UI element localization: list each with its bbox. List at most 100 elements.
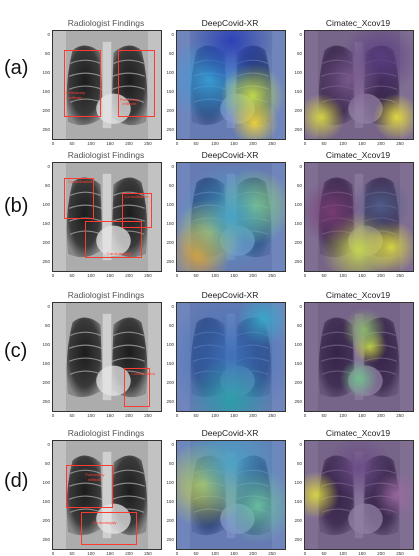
row-label: (d)	[4, 470, 29, 492]
y-tick-label: 100	[42, 480, 50, 485]
x-tick-label: 250	[268, 141, 276, 146]
x-tick-label: 250	[144, 141, 152, 146]
x-tick-label: 0	[51, 273, 55, 278]
x-tick-label: 100	[87, 273, 95, 278]
y-tick-label: 250	[166, 259, 174, 264]
heatmap-image	[304, 30, 414, 140]
y-tick-label: 250	[166, 127, 174, 132]
x-tick-label: 50	[193, 273, 199, 278]
x-tick-label: 200	[377, 413, 385, 418]
x-tick-label: 50	[321, 413, 327, 418]
x-tick-label: 50	[193, 551, 199, 556]
y-tick-label: 150	[42, 221, 50, 226]
y-tick-label: 50	[44, 461, 50, 466]
heatmap-image	[176, 440, 286, 550]
x-tick-label: 150	[106, 141, 114, 146]
y-tick-label: 250	[294, 399, 302, 404]
x-tick-label: 50	[69, 273, 75, 278]
x-tick-label: 50	[321, 273, 327, 278]
x-tick-label: 50	[69, 413, 75, 418]
x-tick-label: 200	[125, 551, 133, 556]
x-tick-label: 50	[321, 141, 327, 146]
y-tick-label: 100	[42, 342, 50, 347]
x-tick-label: 100	[87, 413, 95, 418]
x-tick-label: 0	[175, 551, 179, 556]
y-tick-label: 200	[166, 240, 174, 245]
y-tick-label: 250	[166, 537, 174, 542]
x-tick-label: 250	[144, 273, 152, 278]
y-tick-label: 150	[42, 89, 50, 94]
finding-box	[63, 178, 95, 220]
y-tick-label: 0	[47, 304, 50, 309]
x-tick-label: 100	[87, 551, 95, 556]
y-tick-label: 100	[294, 480, 302, 485]
x-tick-label: 250	[396, 551, 404, 556]
y-tick-label: 150	[294, 221, 302, 226]
y-tick-label: 0	[47, 164, 50, 169]
x-tick-label: 100	[87, 141, 95, 146]
finding-box	[117, 50, 155, 118]
heatmap-image	[176, 162, 286, 272]
y-tick-label: 50	[168, 51, 174, 56]
y-tick-label: 150	[294, 499, 302, 504]
y-tick-label: 250	[42, 259, 50, 264]
y-tick-label: 200	[166, 108, 174, 113]
y-tick-label: 100	[42, 70, 50, 75]
x-tick-label: 250	[268, 551, 276, 556]
y-tick-label: 250	[42, 399, 50, 404]
finding-label: Consolidation	[124, 194, 149, 200]
y-tick-label: 100	[166, 342, 174, 347]
panel-title: Radiologist Findings	[67, 18, 145, 28]
x-tick-label: 200	[377, 141, 385, 146]
x-tick-label: 250	[396, 141, 404, 146]
x-tick-label: 250	[144, 413, 152, 418]
y-tick-label: 200	[42, 518, 50, 523]
x-tick-label: 150	[358, 141, 366, 146]
y-tick-label: 200	[166, 380, 174, 385]
finding-box	[81, 512, 138, 545]
x-tick-label: 200	[249, 413, 257, 418]
x-tick-label: 0	[175, 413, 179, 418]
y-tick-label: 100	[166, 70, 174, 75]
y-tick-label: 0	[47, 32, 50, 37]
y-tick-label: 150	[166, 89, 174, 94]
panel-title: Cimatec_Xcov19	[325, 290, 391, 300]
x-tick-label: 200	[125, 413, 133, 418]
x-tick-label: 200	[377, 273, 385, 278]
x-tick-label: 50	[69, 551, 75, 556]
x-tick-label: 200	[125, 273, 133, 278]
y-tick-label: 150	[294, 361, 302, 366]
finding-box	[85, 221, 142, 259]
panel-title: DeepCovid-XR	[201, 428, 259, 438]
y-tick-label: 150	[166, 361, 174, 366]
x-tick-label: 100	[211, 551, 219, 556]
panel-title: DeepCovid-XR	[201, 18, 259, 28]
x-tick-label: 200	[249, 273, 257, 278]
x-tick-label: 150	[230, 141, 238, 146]
x-tick-label: 100	[339, 141, 347, 146]
y-tick-label: 250	[166, 399, 174, 404]
y-tick-label: 200	[294, 518, 302, 523]
y-tick-label: 50	[296, 51, 302, 56]
x-tick-label: 250	[396, 273, 404, 278]
y-tick-label: 200	[42, 380, 50, 385]
y-tick-label: 150	[166, 221, 174, 226]
finding-label: Consolidation	[68, 179, 93, 185]
x-tick-label: 200	[249, 141, 257, 146]
xray-image: Consolidation Consolidation Cardiomegaly	[52, 162, 162, 272]
y-tick-label: 200	[42, 240, 50, 245]
x-tick-label: 150	[106, 413, 114, 418]
x-tick-label: 50	[69, 141, 75, 146]
y-tick-label: 200	[294, 108, 302, 113]
x-tick-label: 150	[230, 273, 238, 278]
y-tick-label: 0	[171, 304, 174, 309]
finding-box	[122, 193, 153, 228]
x-tick-label: 150	[230, 551, 238, 556]
y-tick-label: 100	[166, 480, 174, 485]
x-tick-label: 100	[211, 141, 219, 146]
x-tick-label: 100	[339, 551, 347, 556]
y-tick-label: 50	[296, 183, 302, 188]
x-tick-label: 150	[106, 273, 114, 278]
xray-image: Pulmonary infiltrate Pulmonary infiltrate	[52, 30, 162, 140]
x-tick-label: 0	[303, 551, 307, 556]
